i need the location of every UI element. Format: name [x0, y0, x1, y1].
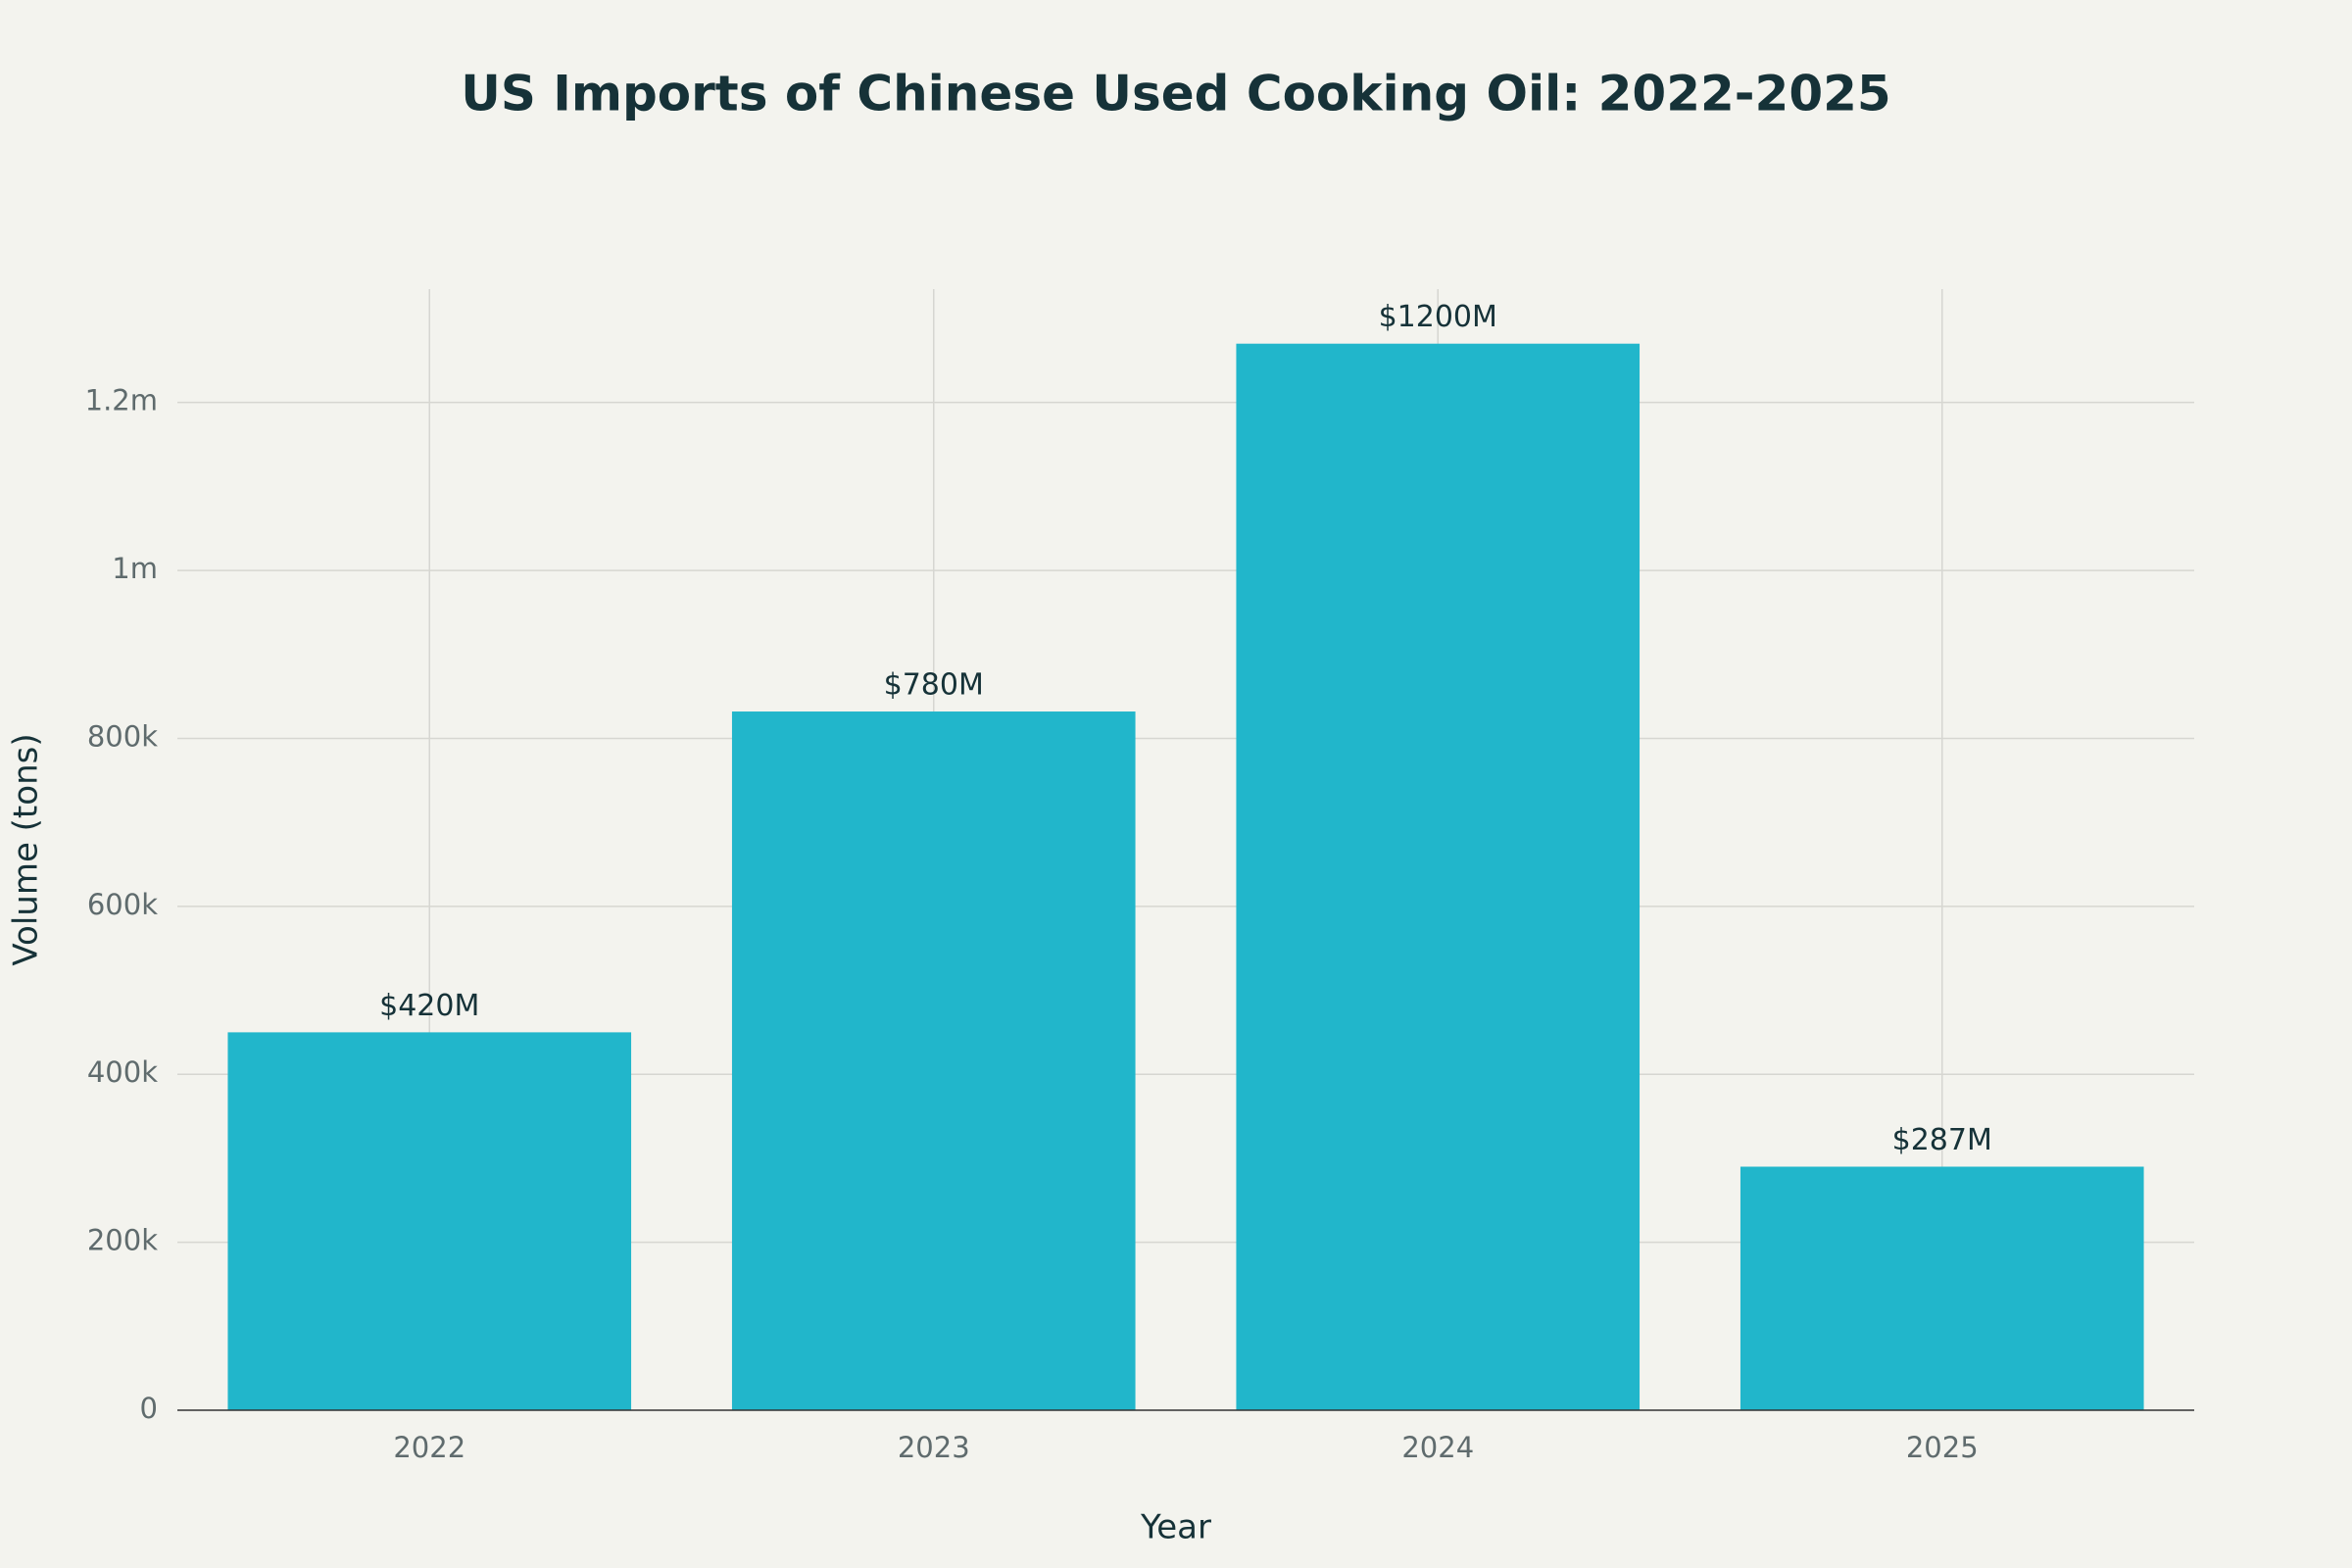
y-tick-label: 800k — [87, 719, 158, 753]
x-tick-label: 2025 — [1906, 1431, 1979, 1464]
bar-label: $780M — [884, 668, 984, 703]
bar — [1740, 1166, 2144, 1410]
bar — [227, 1032, 632, 1410]
y-tick-label: 1.2m — [85, 384, 158, 417]
bar-label: $287M — [1892, 1123, 1992, 1157]
bar — [731, 711, 1136, 1410]
y-tick-label: 0 — [140, 1392, 158, 1425]
y-tick-label: 200k — [87, 1224, 158, 1257]
y-tick-label: 400k — [87, 1055, 158, 1089]
bar-label: $420M — [379, 989, 479, 1023]
x-tick-label: 2023 — [898, 1431, 970, 1464]
chart-title: US Imports of Chinese Used Cooking Oil: … — [461, 66, 1890, 122]
x-axis-title: Year — [1140, 1508, 1211, 1547]
x-tick-label: 2024 — [1401, 1431, 1474, 1464]
bar — [1236, 343, 1641, 1410]
x-tick-label: 2022 — [393, 1431, 466, 1464]
y-axis-title: Volume (tons) — [7, 733, 46, 965]
y-tick-label: 600k — [87, 888, 158, 921]
bar-label: $1200M — [1379, 300, 1497, 334]
y-tick-label: 1m — [112, 552, 158, 585]
